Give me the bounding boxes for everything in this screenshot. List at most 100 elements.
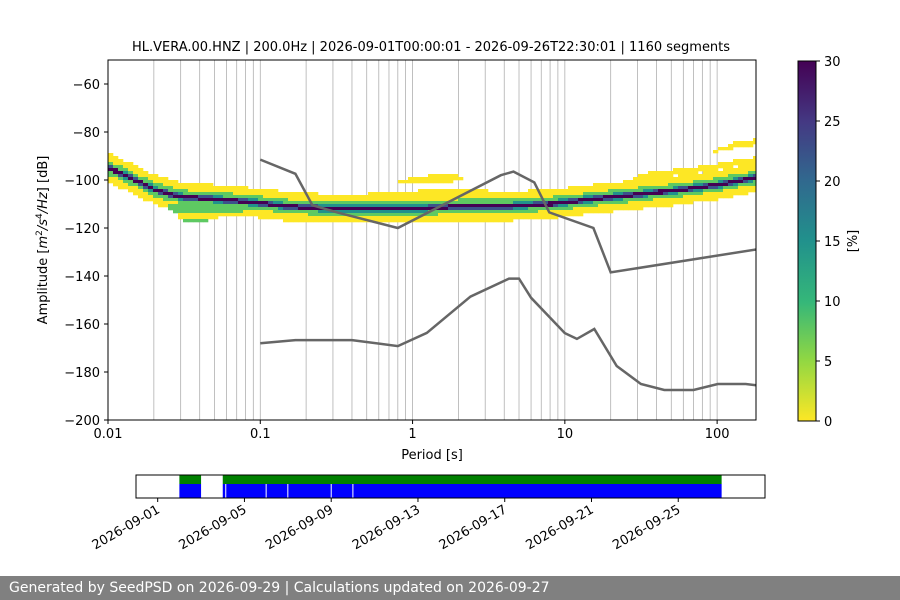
heatmap-cell xyxy=(748,183,754,187)
data-availability-timeline: 2026-09-01 2026-09-05 2026-09-09 2026-09-13… xyxy=(90,474,766,553)
heatmap-cell xyxy=(678,192,684,196)
heatmap-cell xyxy=(653,192,659,196)
heatmap-cell xyxy=(203,207,209,211)
heatmap-cell xyxy=(383,213,389,217)
heatmap-cell xyxy=(528,210,534,214)
heatmap-cell xyxy=(563,195,569,199)
heatmap-cell xyxy=(318,195,324,199)
heatmap-cell xyxy=(603,210,609,214)
heatmap-cell xyxy=(183,183,189,187)
heatmap-cell xyxy=(693,192,699,196)
heatmap-cell xyxy=(113,168,119,172)
heatmap-cell xyxy=(273,201,279,205)
heatmap-cell xyxy=(423,180,429,184)
heatmap-cell xyxy=(743,186,749,190)
heatmap-cell xyxy=(353,219,359,223)
heatmap-cell xyxy=(603,183,609,187)
heatmap-cell xyxy=(408,204,414,208)
heatmap-cell xyxy=(438,192,444,196)
heatmap-cell xyxy=(388,201,394,205)
heatmap-cell xyxy=(393,207,399,211)
heatmap-cell xyxy=(448,216,454,220)
heatmap-cell xyxy=(753,189,756,193)
heatmap-cell xyxy=(458,213,464,217)
heatmap-cell xyxy=(738,180,744,184)
heatmap-cell xyxy=(233,186,239,190)
heatmap-cell xyxy=(418,210,424,214)
heatmap-cell xyxy=(493,213,499,217)
heatmap-cell xyxy=(533,198,539,202)
timeline-tick-label: 2026-09-17 xyxy=(437,502,510,553)
heatmap-cell xyxy=(443,207,449,211)
heatmap-cell xyxy=(483,216,489,220)
heatmap-cell xyxy=(713,168,719,172)
heatmap-cell xyxy=(633,207,639,211)
heatmap-cell xyxy=(383,195,389,199)
heatmap-cell xyxy=(733,159,739,163)
y-axis-label: Amplitude [m2/s4/Hz] [dB] xyxy=(35,156,51,325)
heatmap-cell xyxy=(553,201,559,205)
heatmap-cell xyxy=(598,198,604,202)
heatmap-cell xyxy=(693,168,699,172)
heatmap-cell xyxy=(298,192,304,196)
heatmap-cell xyxy=(258,195,264,199)
heatmap-cell xyxy=(623,186,629,190)
heatmap-cell xyxy=(253,189,259,193)
heatmap-cell xyxy=(748,141,754,145)
heatmap-cell xyxy=(208,198,214,202)
heatmap-cell xyxy=(328,207,334,211)
heatmap-cell xyxy=(433,177,439,181)
heatmap-cell xyxy=(353,210,359,214)
heatmap-cell xyxy=(193,195,199,199)
heatmap-cell xyxy=(363,201,369,205)
heatmap-cell xyxy=(118,174,124,178)
heatmap-cell xyxy=(603,195,609,199)
heatmap-cell xyxy=(443,216,449,220)
heatmap-cell xyxy=(713,150,719,154)
heatmap-cell xyxy=(478,207,484,211)
heatmap-cell xyxy=(593,210,599,214)
heatmap-cell xyxy=(138,183,144,187)
heatmap-cell xyxy=(263,195,269,199)
heatmap-cell xyxy=(298,195,304,199)
heatmap-cell xyxy=(518,216,524,220)
heatmap-cell xyxy=(493,204,499,208)
heatmap-cell xyxy=(573,189,579,193)
heatmap-cell xyxy=(613,192,619,196)
heatmap-cell xyxy=(388,192,394,196)
heatmap-cell xyxy=(408,192,414,196)
heatmap-cell xyxy=(243,213,249,217)
heatmap-cell xyxy=(613,183,619,187)
data-segment xyxy=(222,484,722,498)
heatmap-cell xyxy=(463,210,469,214)
heatmap-cell xyxy=(143,192,149,196)
heatmap-cell xyxy=(733,174,739,178)
heatmap-cell xyxy=(433,216,439,220)
heatmap-cell xyxy=(403,213,409,217)
heatmap-cell xyxy=(483,201,489,205)
heatmap-cell xyxy=(578,210,584,214)
heatmap-cell xyxy=(173,189,179,193)
heatmap-cell xyxy=(353,198,359,202)
heatmap-cell xyxy=(268,192,274,196)
heatmap-cell xyxy=(623,180,629,184)
heatmap-cell xyxy=(683,198,689,202)
heatmap-cell xyxy=(233,213,239,217)
heatmap-cell xyxy=(698,189,704,193)
heatmap-cell xyxy=(223,192,229,196)
heatmap-cell xyxy=(373,198,379,202)
heatmap-cell xyxy=(683,192,689,196)
heatmap-cell xyxy=(368,195,374,199)
heatmap-cell xyxy=(488,195,494,199)
heatmap-cell xyxy=(278,195,284,199)
heatmap-cell xyxy=(708,174,714,178)
heatmap-cell xyxy=(563,198,569,202)
heatmap-cell xyxy=(313,219,319,223)
heatmap-cell xyxy=(518,201,524,205)
heatmap-cell xyxy=(738,171,744,175)
heatmap-cell xyxy=(478,213,484,217)
heatmap-cell xyxy=(473,195,479,199)
heatmap-cell xyxy=(483,195,489,199)
heatmap-cell xyxy=(588,192,594,196)
heatmap-cell xyxy=(513,204,519,208)
